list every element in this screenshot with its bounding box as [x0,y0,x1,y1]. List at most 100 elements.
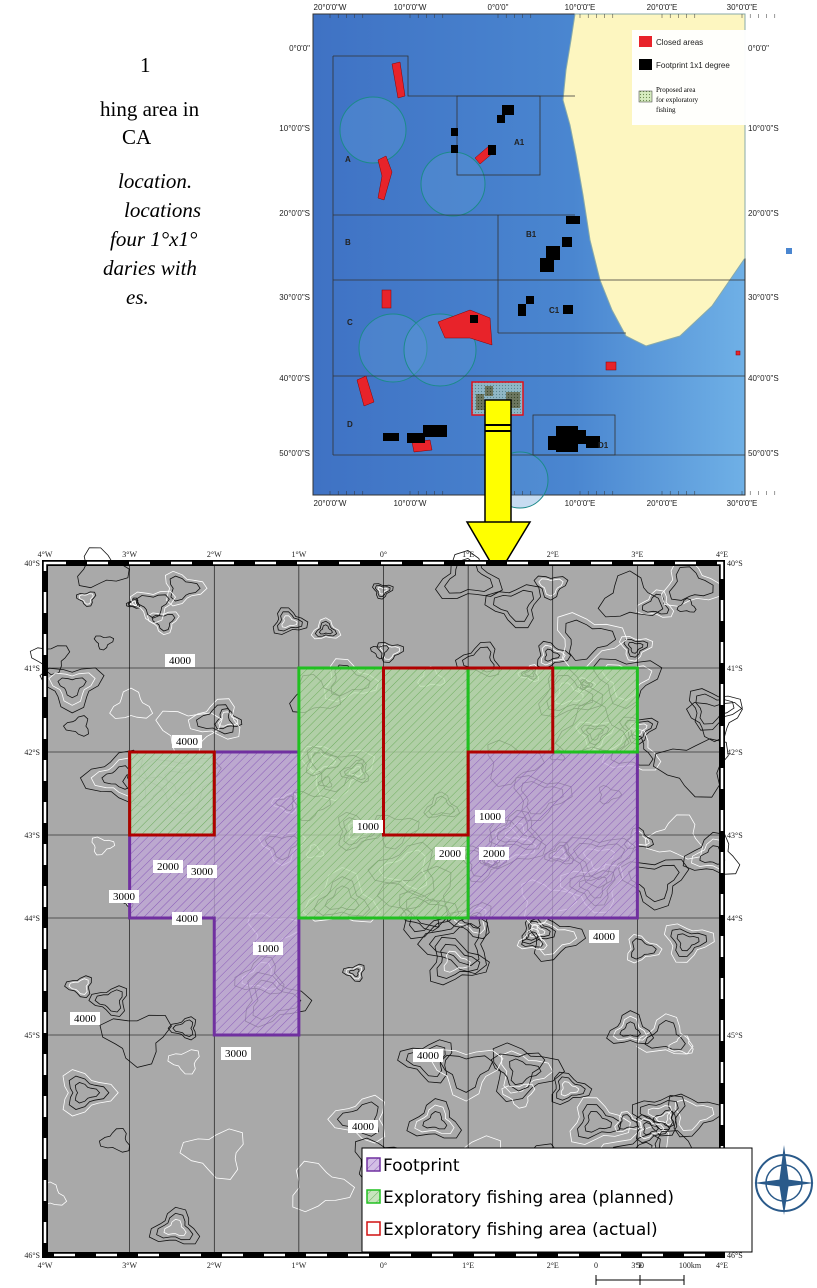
contour [493,589,535,622]
contour [521,931,544,948]
lon-label: 3°W [122,550,137,559]
contour [639,1100,679,1131]
contour-label: 4000 [417,1050,440,1062]
contour [179,1128,244,1180]
lon-label: 10°0'0"E [565,3,596,12]
contour [484,584,542,629]
lon-label: 30°0'0"E [727,499,758,508]
contour [668,566,714,601]
contour [538,578,564,597]
lon-label: 1°W [292,550,307,559]
legend-box [361,1147,753,1253]
legend-label: Exploratory fishing area (actual) [383,1220,658,1240]
overview-map: 20°0'0"W 20°0'0"W 10°0'0"W 10°0'0"W 0°0'0" 0°… [279,3,779,509]
contour-label-bg [109,890,139,903]
contour [612,1015,648,1041]
contour [623,638,649,658]
overview-legend [632,30,747,125]
contour [674,1099,715,1131]
contour [414,1104,455,1134]
lon-label: 10°0'0"W [394,499,427,508]
contour [292,1160,355,1213]
legend-swatch [366,1157,381,1172]
contour [68,978,89,995]
contour [75,591,97,607]
contour [327,1094,386,1144]
contour [342,963,365,982]
lat-label: 44°S [727,914,743,923]
contour [670,928,708,957]
contour [631,938,657,960]
legend-swatch [366,1189,381,1204]
contour [310,617,342,640]
lat-label: 10°0'0"S [748,124,779,133]
lon-label: 1°E [462,1261,474,1270]
contour-label-bg [348,1120,378,1133]
lat-label: 43°S [24,831,40,840]
contour-label: 3000 [191,866,214,878]
lat-label: 45°S [24,1031,40,1040]
contour-label-bg [589,930,619,943]
lon-label: 3°E [631,550,643,559]
lat-label: 41°S [24,664,40,673]
contour [556,1076,586,1101]
contour [376,641,404,663]
side-text-line: four 1°x1° [110,227,198,251]
footprint-area [466,750,639,920]
legend-label: Exploratory fishing area (planned) [383,1188,674,1208]
scale-bar [595,1275,685,1285]
contour [663,923,715,963]
contour-label-bg [353,820,383,833]
contour [660,559,723,607]
contour [685,702,743,743]
contour [345,966,363,980]
legend-label: Footprint [383,1156,460,1176]
contour [77,547,130,589]
lon-label: 10°0'0"W [394,3,427,12]
side-text: 1 hing area in CA location. locations four 1°… [100,53,201,309]
contour [374,585,391,598]
contour [372,583,394,600]
legend-label: Closed areas [656,38,703,47]
contour [500,1050,554,1094]
legend-label: for exploratory [656,96,699,104]
contour-label-bg [475,810,505,823]
side-text-line: 1 [140,53,151,77]
lat-label: 30°0'0"S [279,293,310,302]
contour [167,1016,197,1041]
lat-label: 44°S [24,914,40,923]
side-text-line: hing area in [100,97,200,121]
contour [429,936,490,986]
contour [48,672,96,706]
contour [577,1104,622,1139]
lon-label: 3°E [631,1261,643,1270]
contour [643,1122,659,1136]
contour-label: 4000 [176,913,199,925]
legend-label: fishing [656,106,676,114]
lat-label: 41°S [727,664,743,673]
contour [148,1206,201,1245]
contour [536,922,578,956]
contour [569,1097,631,1145]
lon-label: 0° [380,550,387,559]
legend-label: Proposed area [656,86,696,94]
contour [560,1081,580,1097]
contour [405,1045,446,1078]
contour [93,635,115,651]
contour-label-bg [253,942,283,955]
contour-label: 2000 [439,848,462,860]
planned-area [128,750,216,837]
actual-area [128,750,216,837]
arrow-head [465,521,532,577]
lon-label: 1°E [462,550,474,559]
region-label: B [345,238,351,247]
legend-swatch [639,36,652,47]
lat-label: 42°S [24,748,40,757]
contour [509,1058,542,1086]
contour [167,1049,200,1075]
lat-label: 50°0'0"S [748,449,779,458]
contour-label: 3000 [225,1048,248,1060]
region-label: A1 [514,138,525,147]
contour-label: 1000 [257,943,280,955]
